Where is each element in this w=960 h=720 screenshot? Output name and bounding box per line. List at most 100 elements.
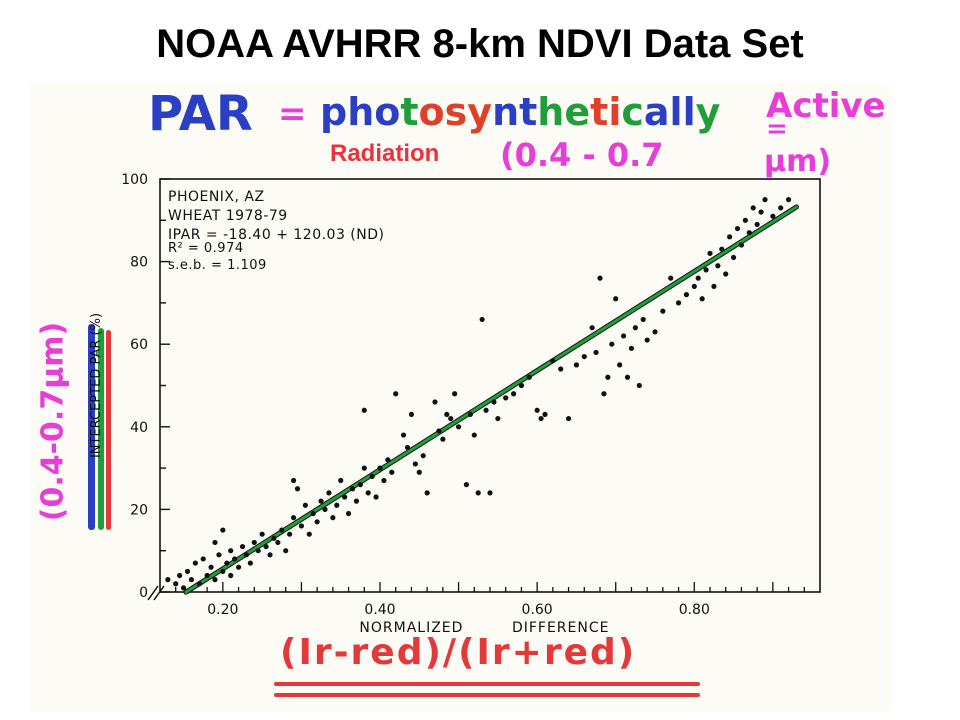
y-tick-label: 40 xyxy=(130,420,148,436)
data-point xyxy=(711,283,717,289)
data-point xyxy=(302,502,308,508)
data-point xyxy=(365,490,371,496)
slide-title: NOAA AVHRR 8-km NDVI Data Set xyxy=(156,22,804,66)
micrometer-annotation: μm) xyxy=(764,144,832,179)
axis-break-mark xyxy=(153,585,165,601)
y-highlight-red xyxy=(106,330,111,530)
data-point xyxy=(727,234,733,240)
data-point xyxy=(322,506,328,512)
data-point xyxy=(224,560,230,566)
data-point xyxy=(495,415,501,422)
data-point xyxy=(707,250,713,256)
data-point xyxy=(173,581,179,587)
y-highlight-green xyxy=(98,328,104,530)
x-tick-label: 0.80 xyxy=(679,602,710,618)
data-point xyxy=(550,358,556,364)
chart-annotation-line: s.e.b. = 1.109 xyxy=(168,258,267,273)
data-point xyxy=(483,407,489,413)
data-point xyxy=(424,490,430,496)
data-point xyxy=(617,362,623,368)
data-point xyxy=(232,556,238,562)
data-point xyxy=(467,411,473,418)
photo-letter: t xyxy=(400,90,419,134)
data-point xyxy=(479,316,485,323)
photo-letter: t xyxy=(590,90,609,134)
photo-letter: h xyxy=(347,90,375,134)
data-point xyxy=(746,230,752,236)
data-point xyxy=(742,217,748,223)
data-point xyxy=(357,482,363,488)
photo-letter: i xyxy=(608,90,622,134)
data-point xyxy=(271,535,277,541)
data-point xyxy=(750,205,756,211)
data-point xyxy=(416,469,422,475)
data-point xyxy=(247,560,253,566)
data-point xyxy=(723,271,729,277)
data-point xyxy=(644,337,650,343)
band-annotation: (0.4 - 0.7 xyxy=(500,136,664,174)
data-point xyxy=(180,585,187,591)
data-point xyxy=(719,246,725,252)
data-point xyxy=(251,539,257,546)
data-point xyxy=(758,209,764,215)
photo-letter: n xyxy=(492,90,520,134)
data-point xyxy=(778,205,784,211)
data-point xyxy=(444,411,450,418)
data-point xyxy=(184,568,191,574)
axis-break-mark xyxy=(147,585,159,601)
data-point xyxy=(290,477,297,484)
data-point xyxy=(361,407,367,413)
data-point xyxy=(558,366,564,372)
data-point xyxy=(361,465,367,471)
photo-letter: a xyxy=(643,90,670,134)
data-point xyxy=(330,515,336,521)
x-axis-label: DIFFERENCE xyxy=(512,620,610,636)
data-point xyxy=(267,552,273,558)
data-point xyxy=(691,283,697,289)
photo-letter: h xyxy=(537,90,565,134)
data-point xyxy=(338,477,344,484)
data-point xyxy=(542,411,548,418)
regression-line xyxy=(184,205,798,594)
y-tick-label: 100 xyxy=(121,172,148,188)
data-point xyxy=(455,424,462,430)
data-point xyxy=(526,374,532,380)
y-highlight-blue xyxy=(88,324,95,530)
data-point xyxy=(738,242,745,248)
data-point xyxy=(785,197,792,203)
data-point xyxy=(538,415,544,422)
data-point xyxy=(412,461,418,467)
data-point xyxy=(287,531,293,537)
data-point xyxy=(243,552,250,558)
data-point xyxy=(279,527,285,533)
data-point xyxy=(573,362,580,368)
data-point xyxy=(404,444,411,451)
y-tick-label: 60 xyxy=(130,337,148,353)
data-point xyxy=(471,432,477,438)
photo-letter: p xyxy=(320,90,348,134)
underline-1 xyxy=(274,682,700,686)
data-point xyxy=(734,225,741,232)
data-point xyxy=(605,374,611,380)
data-point xyxy=(683,292,690,298)
data-point xyxy=(400,432,407,438)
data-point xyxy=(165,577,171,583)
data-point xyxy=(565,415,572,422)
data-point xyxy=(699,296,705,302)
data-point xyxy=(200,556,206,562)
data-point xyxy=(326,490,332,496)
data-point xyxy=(204,572,210,579)
data-point xyxy=(220,568,226,574)
data-point xyxy=(420,453,426,459)
y-tick-label: 0 xyxy=(139,585,148,601)
photo-letter: l xyxy=(682,90,696,134)
active-annotation: Active xyxy=(766,86,886,126)
y-tick-label: 80 xyxy=(130,255,148,271)
data-point xyxy=(593,349,599,356)
data-point xyxy=(695,275,701,281)
data-point xyxy=(196,581,202,587)
x-axis-label: NORMALIZED xyxy=(359,620,463,636)
data-point xyxy=(298,523,305,529)
data-point xyxy=(518,382,525,389)
data-point xyxy=(290,515,297,521)
